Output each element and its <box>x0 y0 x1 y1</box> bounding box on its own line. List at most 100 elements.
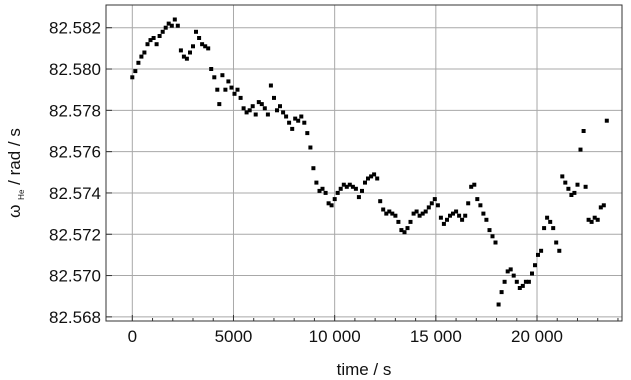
x-tick-label: 5000 <box>215 327 253 346</box>
data-point <box>402 230 407 235</box>
data-point <box>268 83 273 88</box>
data-point <box>232 91 237 96</box>
data-point <box>554 240 559 245</box>
data-point <box>154 42 159 47</box>
data-point <box>151 36 156 40</box>
data-point <box>305 131 310 136</box>
data-point <box>275 108 279 113</box>
y-tick-label: 82.570 <box>49 267 101 286</box>
data-point <box>314 180 319 185</box>
data-point <box>487 228 492 233</box>
data-point <box>435 203 440 208</box>
data-point <box>142 50 147 55</box>
data-point <box>287 120 292 125</box>
data-point <box>514 279 519 284</box>
axis-ticks <box>106 27 619 321</box>
data-point <box>475 197 480 202</box>
data-point <box>478 203 483 208</box>
data-point <box>191 44 195 49</box>
y-tick-label: 82.572 <box>49 225 101 244</box>
data-point <box>166 21 171 26</box>
data-point <box>356 195 361 200</box>
plot-frame <box>105 4 623 322</box>
data-point <box>206 46 211 51</box>
data-point <box>335 190 340 195</box>
x-tick-label: 15 000 <box>410 327 462 346</box>
x-tick-label: 20 000 <box>511 327 563 346</box>
data-point <box>542 226 547 231</box>
data-point <box>299 114 304 119</box>
data-point <box>557 248 562 253</box>
y-tick-label: 82.574 <box>49 184 101 203</box>
data-point <box>517 286 522 290</box>
data-point <box>320 186 325 191</box>
data-point <box>347 182 352 187</box>
data-point <box>420 211 425 216</box>
data-point <box>526 279 531 284</box>
data-point <box>250 104 255 109</box>
data-point <box>184 56 189 61</box>
data-point <box>387 209 392 214</box>
data-point <box>569 193 574 197</box>
data-point <box>265 112 270 117</box>
data-point <box>566 186 571 191</box>
data-point <box>575 182 580 187</box>
data-point <box>463 213 468 218</box>
data-point <box>384 211 389 216</box>
data-point <box>139 54 144 59</box>
data-point <box>311 166 316 171</box>
data-point <box>502 279 507 284</box>
y-tick-label: 82.576 <box>49 143 101 162</box>
x-axis-tick-labels: 0 5000 10 000 15 000 20 000 <box>128 327 563 346</box>
y-axis-symbol: ω <box>5 205 24 218</box>
data-point <box>329 203 334 208</box>
data-point <box>372 172 377 177</box>
data-point <box>369 174 374 179</box>
y-tick-label: 82.568 <box>49 308 101 327</box>
data-point <box>472 182 477 187</box>
data-point <box>130 75 135 80</box>
data-point <box>560 174 565 179</box>
data-point <box>223 87 228 92</box>
data-point <box>338 186 343 191</box>
data-point <box>145 42 150 47</box>
data-point <box>188 50 192 55</box>
data-point <box>505 269 510 274</box>
data-point <box>350 184 355 189</box>
data-point <box>469 184 474 189</box>
data-point <box>133 69 138 74</box>
data-point <box>595 217 600 222</box>
data-point <box>293 116 298 121</box>
data-point <box>490 234 495 239</box>
data-point <box>247 108 252 113</box>
data-point <box>601 203 606 208</box>
data-point <box>241 106 246 111</box>
data-point <box>220 73 225 78</box>
data-point <box>235 87 240 92</box>
data-point <box>466 201 471 206</box>
data-point <box>226 79 231 84</box>
data-point <box>381 207 386 212</box>
data-point <box>212 75 217 80</box>
data-point <box>545 215 550 220</box>
data-point <box>238 95 243 100</box>
data-point <box>399 228 404 233</box>
data-point <box>215 87 220 92</box>
data-point <box>308 145 313 150</box>
data-point <box>426 205 431 210</box>
data-point <box>390 211 395 216</box>
data-point <box>360 188 364 193</box>
data-point <box>229 85 234 90</box>
y-tick-label: 82.580 <box>49 60 101 79</box>
data-point <box>136 60 141 65</box>
data-point <box>533 263 537 268</box>
data-point <box>429 201 434 206</box>
data-point <box>578 147 583 152</box>
y-tick-label: 82.582 <box>49 19 101 38</box>
y-axis-unit: / rad / s <box>5 128 24 185</box>
data-point <box>172 17 177 22</box>
data-point <box>326 201 331 206</box>
data-point <box>460 217 465 222</box>
y-axis-title: ω He / rad / s <box>5 128 28 218</box>
